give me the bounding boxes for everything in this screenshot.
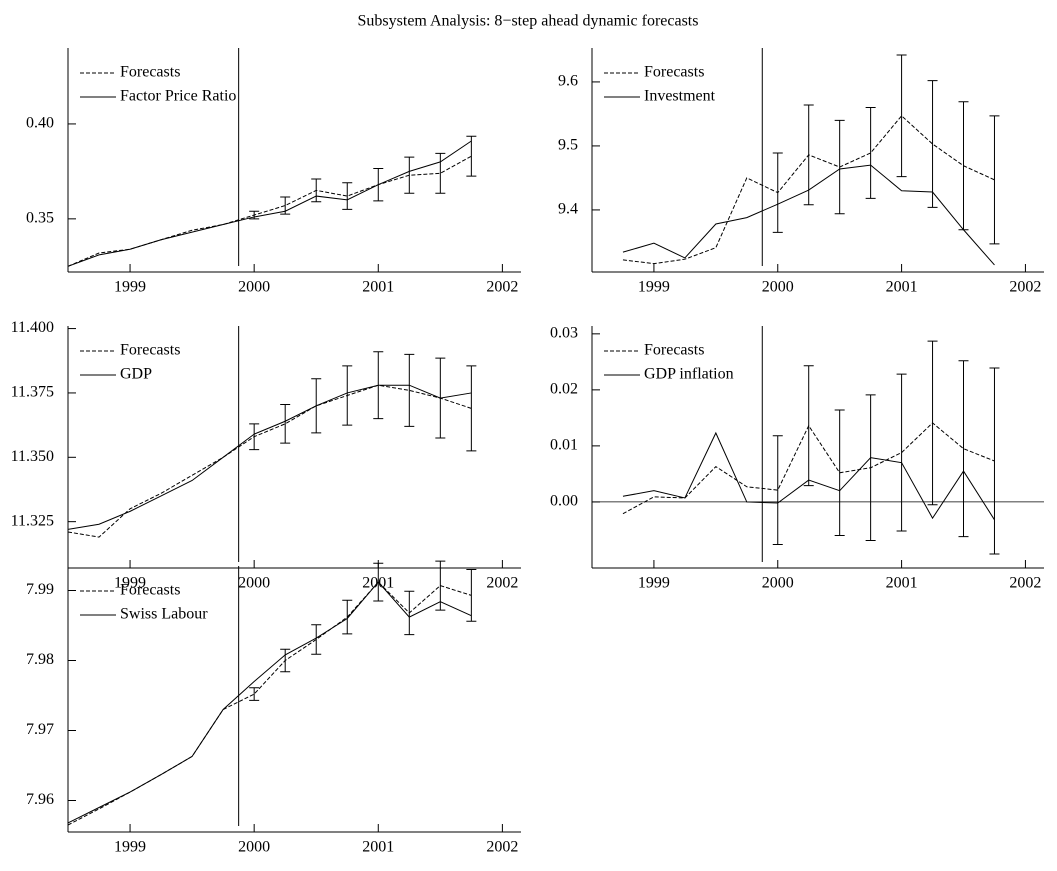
error-bar: [466, 365, 477, 452]
legend-label: Forecasts: [120, 342, 180, 359]
y-tick-label: 7.96: [26, 791, 54, 808]
legend-label: Forecasts: [120, 64, 180, 81]
y-tick-label: 7.98: [26, 651, 54, 668]
legend-label: GDP inflation: [644, 366, 734, 383]
error-bar: [280, 404, 291, 444]
series-line: [67, 140, 472, 267]
error-bar: [803, 365, 814, 487]
error-bar: [958, 360, 969, 538]
error-bar: [927, 80, 938, 208]
error-bar: [249, 210, 260, 220]
error-bar: [342, 182, 353, 210]
y-tick-label: 9.4: [558, 201, 578, 218]
x-tick-label: 2002: [486, 839, 518, 856]
y-tick-label: 7.99: [26, 581, 54, 598]
legend-label: Swiss Labour: [120, 606, 208, 623]
error-bar: [834, 409, 845, 537]
x-tick-label: 2002: [1009, 279, 1041, 296]
error-bar: [404, 156, 415, 194]
legend-label: Factor Price Ratio: [120, 88, 236, 105]
x-tick-label: 2000: [238, 279, 270, 296]
x-tick-label: 1999: [114, 839, 146, 856]
y-tick-label: 11.325: [11, 512, 54, 529]
y-tick-label: 0.03: [550, 325, 578, 342]
x-tick-label: 2001: [362, 279, 394, 296]
error-bar: [896, 54, 907, 178]
legend-label: Forecasts: [644, 64, 704, 81]
error-bar: [249, 687, 260, 701]
x-tick-label: 2001: [886, 575, 918, 592]
series-line: [622, 431, 995, 521]
x-tick-label: 1999: [638, 279, 670, 296]
error-bar: [435, 152, 446, 194]
y-tick-label: 0.00: [550, 493, 578, 510]
figure-title: Subsystem Analysis: 8−step ahead dynamic…: [358, 13, 699, 30]
error-bar: [404, 590, 415, 636]
error-bar: [404, 353, 415, 427]
panel: 0.00 0.01 0.02 0.03 1999 2000 2001 2002 Forecast…: [550, 325, 1044, 592]
x-tick-label: 2001: [886, 279, 918, 296]
x-tick-label: 2000: [238, 839, 270, 856]
legend-label: GDP: [120, 366, 152, 383]
error-bar: [803, 104, 814, 206]
error-bar: [311, 178, 322, 203]
series-line: [67, 581, 472, 824]
error-bar: [342, 365, 353, 426]
x-tick-label: 2000: [762, 575, 794, 592]
legend-label: Investment: [644, 88, 716, 105]
x-tick-label: 2000: [238, 575, 270, 592]
series-line: [67, 155, 472, 267]
x-tick-label: 2002: [1009, 575, 1041, 592]
error-bar: [865, 107, 876, 199]
panel: 0.35 0.40 1999 2000 2001 2002 Forecasts Factor …: [26, 48, 521, 296]
y-tick-label: 0.35: [26, 210, 54, 227]
error-bar: [989, 115, 1000, 245]
error-bar: [989, 367, 1000, 555]
error-bar: [249, 423, 260, 451]
error-bar: [896, 373, 907, 532]
x-tick-label: 2001: [362, 839, 394, 856]
x-tick-label: 1999: [114, 279, 146, 296]
error-bar: [772, 435, 783, 545]
series-line: [67, 384, 472, 538]
y-tick-label: 0.40: [26, 115, 54, 132]
x-tick-label: 2000: [762, 279, 794, 296]
y-tick-label: 7.97: [26, 721, 54, 738]
error-bar: [958, 101, 969, 231]
series-line: [67, 581, 472, 826]
error-bar: [865, 394, 876, 542]
x-tick-label: 2002: [486, 575, 518, 592]
panel: 9.4 9.5 9.6 1999 2000 2001 2002 Forecasts Invest…: [558, 48, 1044, 296]
x-tick-label: 1999: [114, 575, 146, 592]
y-tick-label: 9.5: [558, 137, 578, 154]
error-bar: [834, 119, 845, 215]
error-bar: [311, 624, 322, 655]
error-bar: [342, 599, 353, 635]
legend-label: Forecasts: [120, 582, 180, 599]
error-bar: [280, 648, 291, 673]
x-tick-label: 2002: [486, 279, 518, 296]
series-line: [67, 384, 472, 530]
legend-label: Forecasts: [644, 342, 704, 359]
y-tick-label: 0.02: [550, 381, 578, 398]
y-tick-label: 9.6: [558, 73, 578, 90]
y-tick-label: 11.350: [11, 448, 54, 465]
x-tick-label: 1999: [638, 575, 670, 592]
error-bar: [466, 569, 477, 622]
error-bar: [927, 340, 938, 506]
y-tick-label: 11.400: [11, 319, 54, 336]
series-line: [622, 164, 995, 266]
error-bar: [772, 152, 783, 233]
error-bar: [466, 135, 477, 177]
y-tick-label: 0.01: [550, 437, 578, 454]
panel: 7.96 7.97 7.98 7.99 1999 2000 2001 2002 Forecast…: [26, 560, 521, 856]
y-tick-label: 11.375: [11, 384, 54, 401]
